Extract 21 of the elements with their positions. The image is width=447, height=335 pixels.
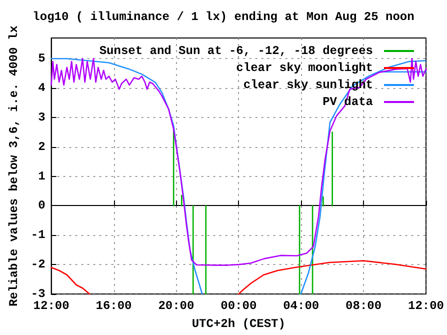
- legend-label: Sunset and Sun at -6, -12, -18 degrees: [99, 44, 373, 58]
- chart-title: log10 ( illuminance / 1 lx) ending at Mon Aug 25 noon: [32, 10, 414, 24]
- x-tick-label: 12:00: [33, 299, 70, 313]
- y-tick-label: 1: [38, 169, 46, 184]
- y-tick-label: 4: [38, 81, 46, 96]
- y-tick-label: 3: [38, 110, 46, 124]
- x-tick-label: 12:00: [408, 299, 444, 313]
- y-tick-label: -3: [30, 287, 46, 301]
- y-tick-label: 5: [38, 52, 46, 66]
- x-tick-label: 04:00: [283, 299, 320, 313]
- y-axis-title: Reliable values below 3,6, i.e. 4000 lx: [7, 26, 21, 306]
- y-tick-label: -2: [30, 258, 46, 272]
- x-tick-label: 20:00: [158, 299, 194, 313]
- x-axis-title: UTC+2h (CEST): [192, 317, 286, 331]
- x-tick-label: 00:00: [220, 299, 257, 313]
- legend-label: clear sky moonlight: [236, 61, 373, 75]
- y-tick-label: 0: [38, 198, 46, 213]
- x-tick-label: 08:00: [346, 299, 382, 313]
- y-tick-label: 2: [38, 140, 46, 154]
- y-tick-label: -1: [30, 228, 46, 242]
- x-tick-label: 16:00: [96, 299, 132, 313]
